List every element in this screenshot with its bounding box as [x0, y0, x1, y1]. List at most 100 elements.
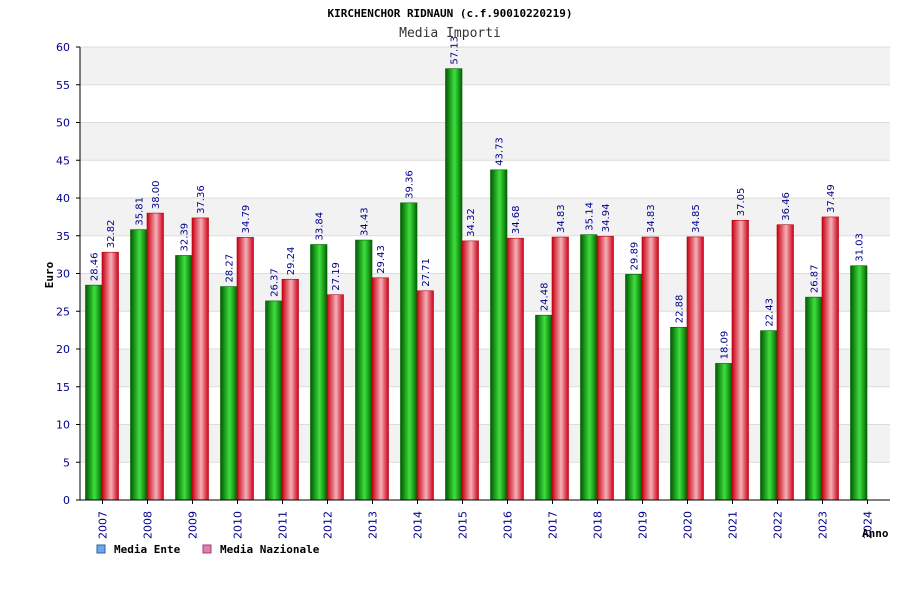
- bar-media-ente-2011: [265, 300, 283, 501]
- x-tick-label-2009: 2009: [187, 511, 200, 539]
- x-tick-label-2016: 2016: [502, 511, 515, 539]
- bar-media-nazionale-2008: [146, 212, 164, 501]
- x-tick-label-2024: 2024: [862, 511, 875, 539]
- x-tick-label-2014: 2014: [412, 511, 425, 539]
- bar-media-ente-2015: [445, 68, 463, 501]
- legend-label-media-nazionale: Media Nazionale: [220, 543, 320, 556]
- value-label-media-ente-2018: 35.14: [584, 202, 595, 231]
- x-tick-label-2008: 2008: [142, 511, 155, 539]
- value-label-media-ente-2010: 28.27: [224, 254, 235, 283]
- y-tick-label: 5: [63, 456, 70, 469]
- value-label-media-ente-2016: 43.73: [494, 137, 505, 166]
- value-label-media-ente-2012: 33.84: [314, 212, 325, 241]
- value-label-media-ente-2013: 34.43: [359, 207, 370, 236]
- data-labels: 28.46 32.82 35.81 38.00 32.39 37.36 28.27 34.79…: [89, 36, 865, 359]
- bar-media-nazionale-2022: [776, 224, 794, 501]
- value-label-media-ente-2015: 57.13: [449, 36, 460, 65]
- bar-media-ente-2021: [715, 363, 733, 501]
- x-tick-label-2007: 2007: [97, 511, 110, 539]
- value-label-media-ente-2024: 31.03: [854, 233, 865, 262]
- plot-band: [80, 84, 890, 123]
- y-tick-label: 55: [56, 79, 70, 92]
- value-label-media-nazionale-2011: 29.24: [286, 247, 297, 276]
- plot-band: [80, 273, 890, 312]
- y-tick-label: 45: [56, 154, 70, 167]
- value-label-media-nazionale-2013: 29.43: [376, 245, 387, 274]
- bar-media-nazionale-2018: [596, 235, 614, 501]
- legend-label-media-ente: Media Ente: [114, 543, 181, 556]
- y-tick-label: 10: [56, 419, 70, 432]
- bar-media-ente-2010: [220, 286, 238, 501]
- x-tick-label-2020: 2020: [682, 511, 695, 539]
- value-label-media-ente-2020: 22.88: [674, 295, 685, 324]
- bar-media-nazionale-2017: [551, 236, 569, 501]
- value-label-media-nazionale-2008: 38.00: [151, 180, 162, 209]
- y-tick-label: 60: [56, 41, 70, 54]
- legend-swatch-media-ente: [96, 544, 106, 554]
- bar-media-ente-2024: [850, 265, 868, 501]
- bar-media-nazionale-2021: [731, 219, 749, 501]
- value-label-media-nazionale-2015: 34.32: [466, 208, 477, 237]
- bar-media-ente-2023: [805, 296, 823, 501]
- chart-title: KIRCHENCHOR RIDNAUN (c.f.90010220219): [327, 7, 572, 20]
- y-axis-ticks: 0 5 10 15 20 25 30 35 40 45 50 55 60: [56, 41, 80, 507]
- value-label-media-nazionale-2012: 27.19: [331, 262, 342, 291]
- bar-media-ente-2009: [175, 255, 193, 501]
- value-label-media-ente-2019: 29.89: [629, 242, 640, 271]
- plot-band: [80, 386, 890, 425]
- plot-band: [80, 47, 890, 85]
- value-label-media-nazionale-2023: 37.49: [826, 184, 837, 213]
- bars: [85, 68, 868, 501]
- x-tick-label-2018: 2018: [592, 511, 605, 539]
- x-tick-label-2023: 2023: [817, 511, 830, 539]
- x-tick-label-2011: 2011: [277, 511, 290, 539]
- bar-media-nazionale-2015: [461, 240, 479, 501]
- bar-media-ente-2022: [760, 330, 778, 501]
- plot-band: [80, 424, 890, 463]
- value-label-media-nazionale-2020: 34.85: [691, 204, 702, 233]
- bar-media-ente-2012: [310, 244, 328, 501]
- x-tick-label-2021: 2021: [727, 511, 740, 539]
- legend-swatch-media-nazionale: [202, 544, 212, 554]
- bar-media-nazionale-2019: [641, 236, 659, 501]
- bar-media-ente-2008: [130, 229, 148, 501]
- bar-media-nazionale-2010: [236, 237, 254, 501]
- plot-band: [80, 349, 890, 387]
- value-label-media-nazionale-2014: 27.71: [421, 258, 432, 287]
- value-label-media-nazionale-2007: 32.82: [106, 220, 117, 249]
- plot-band: [80, 160, 890, 198]
- value-label-media-nazionale-2010: 34.79: [241, 205, 252, 234]
- x-tick-label-2015: 2015: [457, 511, 470, 539]
- bar-media-ente-2019: [625, 274, 643, 501]
- x-axis-ticks: 2007 2008 2009 2010 2011 2012 2013 2014 2015 2016…: [97, 500, 875, 539]
- x-axis-label: Anno: [862, 527, 889, 540]
- value-label-media-nazionale-2022: 36.46: [781, 192, 792, 221]
- plot-band: [80, 122, 890, 161]
- y-tick-label: 0: [63, 494, 70, 507]
- value-label-media-nazionale-2021: 37.05: [736, 188, 747, 217]
- x-tick-label-2012: 2012: [322, 511, 335, 539]
- bar-media-ente-2014: [400, 202, 418, 501]
- x-tick-label-2017: 2017: [547, 511, 560, 539]
- plot-background: [80, 47, 890, 500]
- y-tick-label: 15: [56, 381, 70, 394]
- bar-media-nazionale-2016: [506, 237, 524, 501]
- value-label-media-ente-2014: 39.36: [404, 170, 415, 199]
- y-tick-label: 50: [56, 117, 70, 130]
- x-tick-label-2022: 2022: [772, 511, 785, 539]
- plot-band: [80, 198, 890, 236]
- value-label-media-ente-2017: 24.48: [539, 283, 550, 312]
- bar-media-ente-2016: [490, 169, 508, 501]
- value-label-media-nazionale-2017: 34.83: [556, 204, 567, 233]
- value-label-media-nazionale-2009: 37.36: [196, 185, 207, 214]
- bar-media-nazionale-2007: [101, 251, 119, 501]
- value-label-media-nazionale-2016: 34.68: [511, 206, 522, 235]
- bar-media-nazionale-2020: [686, 236, 704, 501]
- plot-band: [80, 235, 890, 274]
- value-label-media-nazionale-2019: 34.83: [646, 204, 657, 233]
- bar-media-ente-2007: [85, 284, 103, 501]
- plot-band: [80, 462, 890, 500]
- x-tick-label-2019: 2019: [637, 511, 650, 539]
- value-label-media-ente-2022: 22.43: [764, 298, 775, 327]
